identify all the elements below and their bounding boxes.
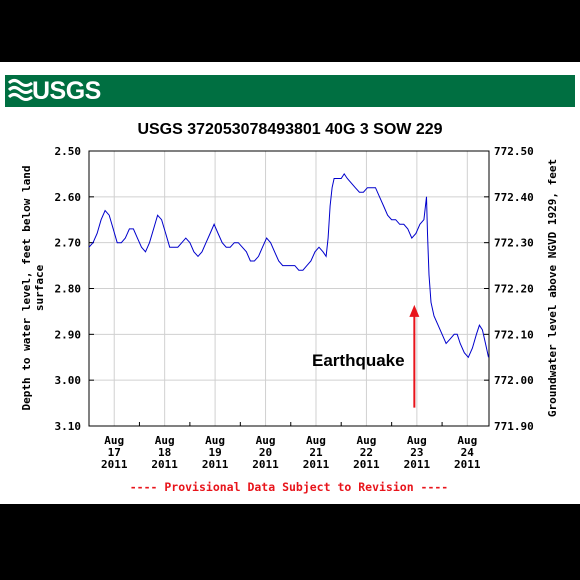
x-tick-label: Aug [155, 434, 175, 447]
x-tick-label: 21 [309, 446, 323, 459]
x-tick-label: Aug [306, 434, 326, 447]
right-tick-label: 772.00 [494, 374, 534, 387]
x-tick-label: 2011 [151, 458, 178, 471]
x-tick-label: 2011 [101, 458, 128, 471]
left-tick-label: 2.80 [55, 283, 82, 296]
right-tick-label: 772.40 [494, 191, 534, 204]
x-tick-label: 2011 [353, 458, 380, 471]
usgs-logo-text: USGS [32, 77, 101, 105]
x-tick-label: 17 [108, 446, 121, 459]
x-tick-label: Aug [356, 434, 376, 447]
right-tick-label: 772.20 [494, 283, 534, 296]
chart: USGS 372053078493801 40G 3 SOW 229 2.502… [20, 121, 559, 494]
usgs-wave-icon [8, 79, 33, 101]
earthquake-label: Earthquake [312, 351, 405, 370]
x-tick-label: Aug [256, 434, 276, 447]
provisional-note: ---- Provisional Data Subject to Revisio… [130, 480, 449, 494]
x-tick-label: 24 [461, 446, 475, 459]
left-tick-label: 3.10 [55, 420, 82, 433]
chart-title: USGS 372053078493801 40G 3 SOW 229 [137, 121, 442, 138]
usgs-banner: USGS [5, 75, 575, 107]
earthquake-annotation: Earthquake [312, 304, 420, 408]
x-tick-label: Aug [407, 434, 427, 447]
x-tick-label: Aug [104, 434, 124, 447]
left-tick-label: 2.60 [55, 191, 82, 204]
right-tick-label: 772.50 [494, 145, 534, 158]
x-axis: Aug172011Aug182011Aug192011Aug202011Aug2… [101, 422, 481, 471]
right-axis-label: Groundwater level above NGVD 1929, feet [546, 159, 559, 417]
x-tick-label: 18 [158, 446, 171, 459]
left-axis-label-line2: surface [33, 264, 46, 311]
x-tick-label: 22 [360, 446, 373, 459]
left-axis: 2.50 2.60 2.70 2.80 2.90 3.00 3.10 [55, 145, 94, 433]
series-line [88, 172, 489, 359]
x-tick-label: 23 [410, 446, 423, 459]
x-tick-label: 2011 [202, 458, 229, 471]
earthquake-arrowhead [409, 304, 420, 317]
x-tick-label: 2011 [303, 458, 330, 471]
right-axis: 772.50 772.40 772.30 772.20 772.10 772.00 771.… [484, 145, 534, 433]
x-tick-label: 2011 [252, 458, 279, 471]
x-tick-label: Aug [457, 434, 477, 447]
left-axis-label: Depth to water level, feet below land [20, 165, 33, 410]
right-tick-label: 772.10 [494, 328, 534, 341]
left-tick-label: 2.50 [55, 145, 82, 158]
grid [89, 151, 489, 426]
left-tick-label: 3.00 [55, 374, 82, 387]
right-tick-label: 771.90 [494, 420, 534, 433]
left-tick-label: 2.90 [55, 328, 82, 341]
left-tick-label: 2.70 [55, 237, 82, 250]
x-tick-label: 2011 [454, 458, 481, 471]
x-tick-label: 2011 [404, 458, 431, 471]
right-tick-label: 772.30 [494, 237, 534, 250]
x-tick-label: Aug [205, 434, 225, 447]
x-tick-label: 20 [259, 446, 272, 459]
chart-frame: USGS USGS 372053078493801 40G 3 SOW 229 … [0, 62, 580, 504]
usgs-logo: USGS [5, 75, 101, 107]
x-tick-label: 19 [208, 446, 221, 459]
